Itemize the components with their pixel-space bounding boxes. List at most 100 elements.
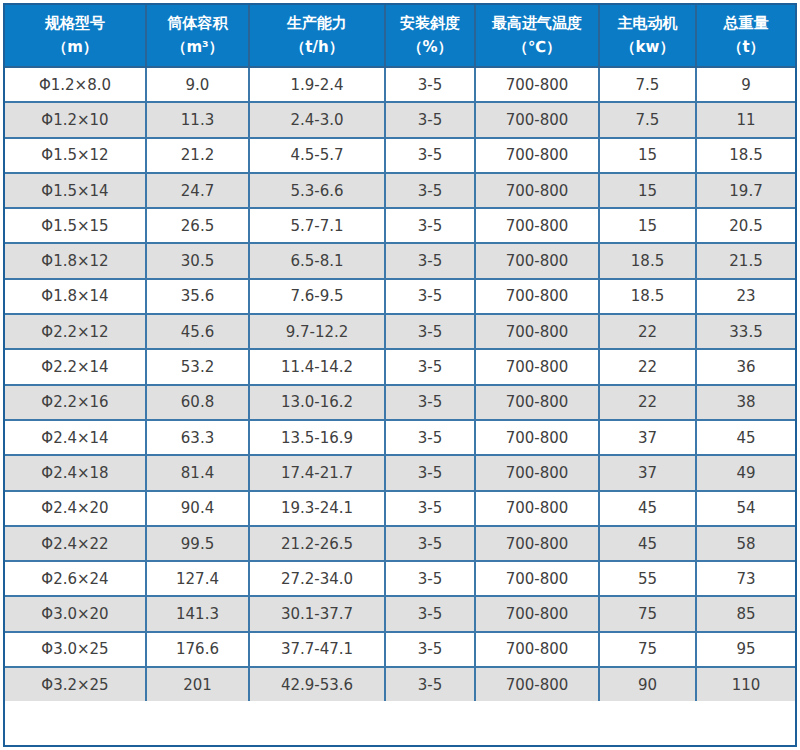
table-row: Φ2.4×2090.419.3-24.13-5700-8004554	[5, 491, 795, 526]
table-row: Φ1.2×8.09.01.9-2.43-5700-8007.59	[5, 67, 795, 102]
table-cell: 700-800	[475, 455, 599, 490]
table-cell: 45	[599, 491, 696, 526]
table-cell: 37	[599, 420, 696, 455]
table-cell: 700-800	[475, 420, 599, 455]
table-cell: 23	[696, 279, 795, 314]
spec-table-frame: 规格型号 （m） 筒体容积 （m³） 生产能力 （t/h） 安装斜度 （%）	[3, 3, 797, 747]
table-row: Φ3.2×2520142.9-53.63-5700-80090110	[5, 667, 795, 701]
table-cell: 20.5	[696, 208, 795, 243]
table-cell: 7.6-9.5	[249, 279, 385, 314]
table-cell: 110	[696, 667, 795, 701]
table-cell: 3-5	[385, 526, 475, 561]
table-cell: 45	[599, 526, 696, 561]
table-cell: 36	[696, 349, 795, 384]
table-row: Φ2.2×1453.211.4-14.23-5700-8002236	[5, 349, 795, 384]
table-cell: 3-5	[385, 67, 475, 102]
table-cell: 700-800	[475, 491, 599, 526]
header-unit: （t）	[697, 36, 795, 59]
table-cell: 700-800	[475, 279, 599, 314]
table-cell: 700-800	[475, 102, 599, 137]
table-cell: 45.6	[146, 314, 249, 349]
table-cell: 700-800	[475, 208, 599, 243]
table-cell: Φ1.2×8.0	[5, 67, 146, 102]
table-cell: 21.5	[696, 243, 795, 278]
header-cell-slope: 安装斜度 （%）	[385, 5, 475, 67]
table-row: Φ2.4×1463.313.5-16.93-5700-8003745	[5, 420, 795, 455]
header-label: 安装斜度	[386, 12, 474, 35]
table-cell: 3-5	[385, 420, 475, 455]
table-cell: 54	[696, 491, 795, 526]
header-unit: （m³）	[147, 36, 248, 59]
table-cell: 3-5	[385, 349, 475, 384]
table-cell: 21.2	[146, 138, 249, 173]
table-cell: 141.3	[146, 596, 249, 631]
table-cell: 700-800	[475, 243, 599, 278]
table-cell: 53.2	[146, 349, 249, 384]
table-cell: 700-800	[475, 632, 599, 667]
header-unit: （kw）	[600, 36, 695, 59]
table-row: Φ2.2×1660.813.0-16.23-5700-8002238	[5, 385, 795, 420]
table-cell: 3-5	[385, 491, 475, 526]
header-label: 主电动机	[600, 12, 695, 35]
table-cell: 85	[696, 596, 795, 631]
header-unit: （m）	[5, 36, 145, 59]
table-cell: Φ1.5×15	[5, 208, 146, 243]
table-cell: 6.5-8.1	[249, 243, 385, 278]
table-cell: 3-5	[385, 102, 475, 137]
spec-table: 规格型号 （m） 筒体容积 （m³） 生产能力 （t/h） 安装斜度 （%）	[5, 5, 795, 701]
table-cell: 127.4	[146, 561, 249, 596]
header-label: 总重量	[697, 12, 795, 35]
header-unit: （t/h）	[250, 36, 384, 59]
table-row: Φ2.6×24127.427.2-34.03-5700-8005573	[5, 561, 795, 596]
table-cell: 3-5	[385, 138, 475, 173]
header-cell-volume: 筒体容积 （m³）	[146, 5, 249, 67]
table-cell: 95	[696, 632, 795, 667]
table-cell: 3-5	[385, 455, 475, 490]
table-cell: Φ1.5×12	[5, 138, 146, 173]
table-cell: 11.4-14.2	[249, 349, 385, 384]
table-cell: Φ2.4×18	[5, 455, 146, 490]
table-row: Φ1.5×1526.55.7-7.13-5700-8001520.5	[5, 208, 795, 243]
table-cell: 9.7-12.2	[249, 314, 385, 349]
table-cell: 3-5	[385, 208, 475, 243]
table-cell: 700-800	[475, 596, 599, 631]
table-cell: 21.2-26.5	[249, 526, 385, 561]
table-cell: 700-800	[475, 314, 599, 349]
header-label: 规格型号	[5, 12, 145, 35]
header-unit: （%）	[386, 36, 474, 59]
table-cell: 38	[696, 385, 795, 420]
table-cell: Φ2.2×14	[5, 349, 146, 384]
table-cell: 22	[599, 385, 696, 420]
table-cell: Φ2.6×24	[5, 561, 146, 596]
table-cell: 60.8	[146, 385, 249, 420]
table-cell: 11	[696, 102, 795, 137]
table-cell: 42.9-53.6	[249, 667, 385, 701]
table-cell: 15	[599, 173, 696, 208]
table-row: Φ3.0×25176.637.7-47.13-5700-8007595	[5, 632, 795, 667]
header-cell-capacity: 生产能力 （t/h）	[249, 5, 385, 67]
table-cell: 24.7	[146, 173, 249, 208]
table-cell: 22	[599, 349, 696, 384]
table-cell: 81.4	[146, 455, 249, 490]
table-cell: Φ3.0×25	[5, 632, 146, 667]
table-cell: 700-800	[475, 667, 599, 701]
table-body: Φ1.2×8.09.01.9-2.43-5700-8007.59Φ1.2×101…	[5, 67, 795, 701]
table-cell: 3-5	[385, 279, 475, 314]
table-cell: Φ2.2×12	[5, 314, 146, 349]
header-cell-total-weight: 总重量 （t）	[696, 5, 795, 67]
table-cell: 58	[696, 526, 795, 561]
table-cell: 63.3	[146, 420, 249, 455]
table-cell: 3-5	[385, 173, 475, 208]
table-cell: 22	[599, 314, 696, 349]
table-cell: 17.4-21.7	[249, 455, 385, 490]
header-label: 筒体容积	[147, 12, 248, 35]
table-cell: 3-5	[385, 632, 475, 667]
header-label: 生产能力	[250, 12, 384, 35]
header-unit: （℃）	[476, 36, 598, 59]
table-cell: 45	[696, 420, 795, 455]
table-cell: 18.5	[599, 279, 696, 314]
table-cell: Φ2.4×22	[5, 526, 146, 561]
table-cell: 700-800	[475, 526, 599, 561]
table-cell: 700-800	[475, 138, 599, 173]
table-cell: 55	[599, 561, 696, 596]
